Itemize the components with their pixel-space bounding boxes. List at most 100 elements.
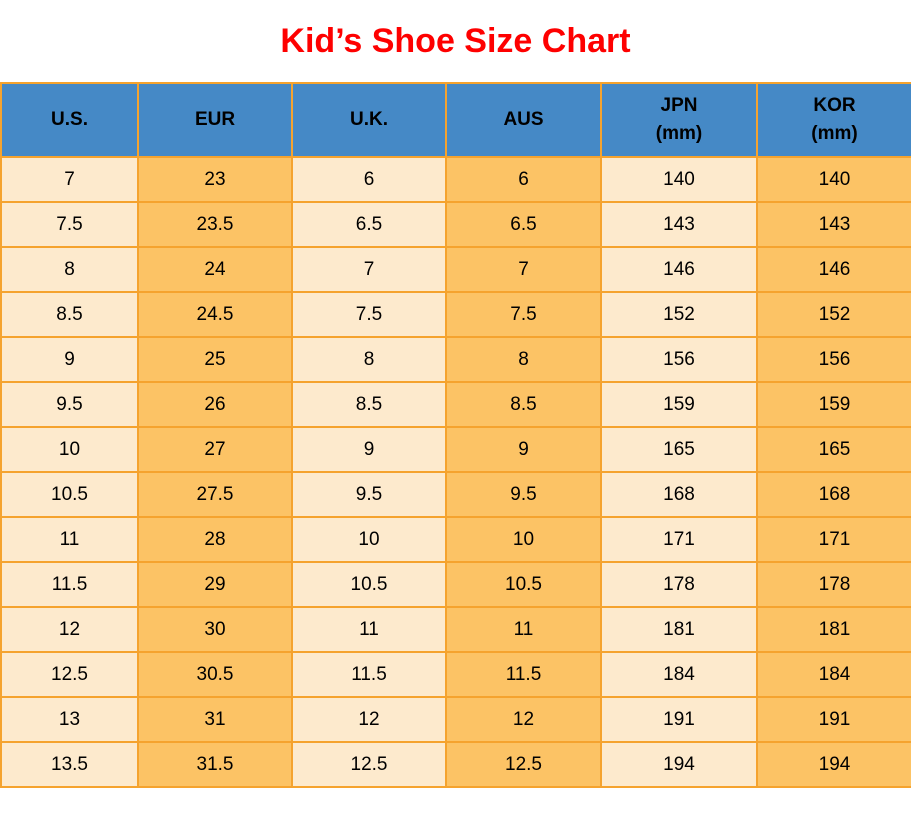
size-chart-table: U.S. EUR U.K. AUS JPN (mm) xyxy=(0,82,911,788)
header-uk: U.K. xyxy=(291,82,447,158)
cell-jpn-mm: 184 xyxy=(600,651,758,698)
cell-kor-mm: 181 xyxy=(756,606,911,653)
header-us: U.S. xyxy=(0,82,139,158)
cell-jpn-mm: 143 xyxy=(600,201,758,248)
cell-jpn-mm: 152 xyxy=(600,291,758,338)
table-row: 8 24 7 7 146 146 xyxy=(0,246,911,293)
cell-aus: 7.5 xyxy=(445,291,602,338)
header-jpn: JPN (mm) xyxy=(600,82,758,158)
cell-aus: 7 xyxy=(445,246,602,293)
cell-aus: 11 xyxy=(445,606,602,653)
cell-eur: 31 xyxy=(137,696,293,743)
cell-jpn-mm: 178 xyxy=(600,561,758,608)
cell-aus: 8.5 xyxy=(445,381,602,428)
cell-aus: 12 xyxy=(445,696,602,743)
cell-aus: 8 xyxy=(445,336,602,383)
table-row: 10 27 9 9 165 165 xyxy=(0,426,911,473)
cell-jpn-mm: 165 xyxy=(600,426,758,473)
cell-kor-mm: 143 xyxy=(756,201,911,248)
cell-kor-mm: 184 xyxy=(756,651,911,698)
cell-us: 7.5 xyxy=(0,201,139,248)
table-row: 7.5 23.5 6.5 6.5 143 143 xyxy=(0,201,911,248)
cell-us: 9.5 xyxy=(0,381,139,428)
cell-jpn-mm: 181 xyxy=(600,606,758,653)
cell-kor-mm: 152 xyxy=(756,291,911,338)
cell-uk: 8.5 xyxy=(291,381,447,428)
table-row: 10.5 27.5 9.5 9.5 168 168 xyxy=(0,471,911,518)
cell-jpn-mm: 168 xyxy=(600,471,758,518)
cell-us: 13 xyxy=(0,696,139,743)
cell-jpn-mm: 191 xyxy=(600,696,758,743)
cell-eur: 29 xyxy=(137,561,293,608)
cell-kor-mm: 165 xyxy=(756,426,911,473)
cell-eur: 24.5 xyxy=(137,291,293,338)
cell-aus: 10.5 xyxy=(445,561,602,608)
header-eur: EUR xyxy=(137,82,293,158)
cell-eur: 30.5 xyxy=(137,651,293,698)
cell-aus: 9 xyxy=(445,426,602,473)
header-aus-label: AUS xyxy=(503,109,544,131)
cell-eur: 26 xyxy=(137,381,293,428)
cell-aus: 9.5 xyxy=(445,471,602,518)
cell-uk: 12 xyxy=(291,696,447,743)
cell-uk: 12.5 xyxy=(291,741,447,788)
cell-uk: 6 xyxy=(291,156,447,203)
cell-jpn-mm: 194 xyxy=(600,741,758,788)
cell-aus: 6.5 xyxy=(445,201,602,248)
cell-eur: 30 xyxy=(137,606,293,653)
cell-kor-mm: 194 xyxy=(756,741,911,788)
header-row: U.S. EUR U.K. AUS JPN (mm) xyxy=(0,82,911,158)
header-aus: AUS xyxy=(445,82,602,158)
cell-aus: 12.5 xyxy=(445,741,602,788)
cell-aus: 10 xyxy=(445,516,602,563)
table-row: 7 23 6 6 140 140 xyxy=(0,156,911,203)
cell-uk: 11.5 xyxy=(291,651,447,698)
cell-us: 8.5 xyxy=(0,291,139,338)
cell-eur: 23.5 xyxy=(137,201,293,248)
cell-us: 10.5 xyxy=(0,471,139,518)
header-us-label: U.S. xyxy=(51,109,88,131)
cell-kor-mm: 156 xyxy=(756,336,911,383)
cell-uk: 10.5 xyxy=(291,561,447,608)
cell-uk: 8 xyxy=(291,336,447,383)
cell-us: 7 xyxy=(0,156,139,203)
header-kor-sublabel: (mm) xyxy=(811,123,858,144)
table-header: U.S. EUR U.K. AUS JPN (mm) xyxy=(0,82,911,158)
header-uk-label: U.K. xyxy=(350,109,388,131)
header-eur-label: EUR xyxy=(194,109,236,131)
table-row: 13 31 12 12 191 191 xyxy=(0,696,911,743)
cell-uk: 7 xyxy=(291,246,447,293)
cell-kor-mm: 171 xyxy=(756,516,911,563)
cell-kor-mm: 159 xyxy=(756,381,911,428)
table-row: 9 25 8 8 156 156 xyxy=(0,336,911,383)
cell-us: 11.5 xyxy=(0,561,139,608)
table-row: 11 28 10 10 171 171 xyxy=(0,516,911,563)
cell-us: 10 xyxy=(0,426,139,473)
cell-uk: 9.5 xyxy=(291,471,447,518)
cell-kor-mm: 140 xyxy=(756,156,911,203)
cell-eur: 31.5 xyxy=(137,741,293,788)
cell-us: 12 xyxy=(0,606,139,653)
cell-kor-mm: 191 xyxy=(756,696,911,743)
cell-jpn-mm: 146 xyxy=(600,246,758,293)
cell-eur: 25 xyxy=(137,336,293,383)
cell-aus: 6 xyxy=(445,156,602,203)
table-row: 13.5 31.5 12.5 12.5 194 194 xyxy=(0,741,911,788)
cell-us: 12.5 xyxy=(0,651,139,698)
cell-us: 11 xyxy=(0,516,139,563)
cell-jpn-mm: 140 xyxy=(600,156,758,203)
cell-jpn-mm: 159 xyxy=(600,381,758,428)
cell-uk: 11 xyxy=(291,606,447,653)
table-row: 9.5 26 8.5 8.5 159 159 xyxy=(0,381,911,428)
cell-us: 8 xyxy=(0,246,139,293)
cell-eur: 28 xyxy=(137,516,293,563)
table-body: 7 23 6 6 140 140 7.5 23.5 6.5 6.5 143 143 8 24 7 7 146 14… xyxy=(0,156,911,788)
cell-eur: 23 xyxy=(137,156,293,203)
cell-uk: 7.5 xyxy=(291,291,447,338)
header-jpn-label: JPN xyxy=(660,95,698,117)
table-row: 11.5 29 10.5 10.5 178 178 xyxy=(0,561,911,608)
cell-us: 13.5 xyxy=(0,741,139,788)
cell-eur: 27.5 xyxy=(137,471,293,518)
page-title: Kid’s Shoe Size Chart xyxy=(280,21,631,60)
cell-jpn-mm: 171 xyxy=(600,516,758,563)
